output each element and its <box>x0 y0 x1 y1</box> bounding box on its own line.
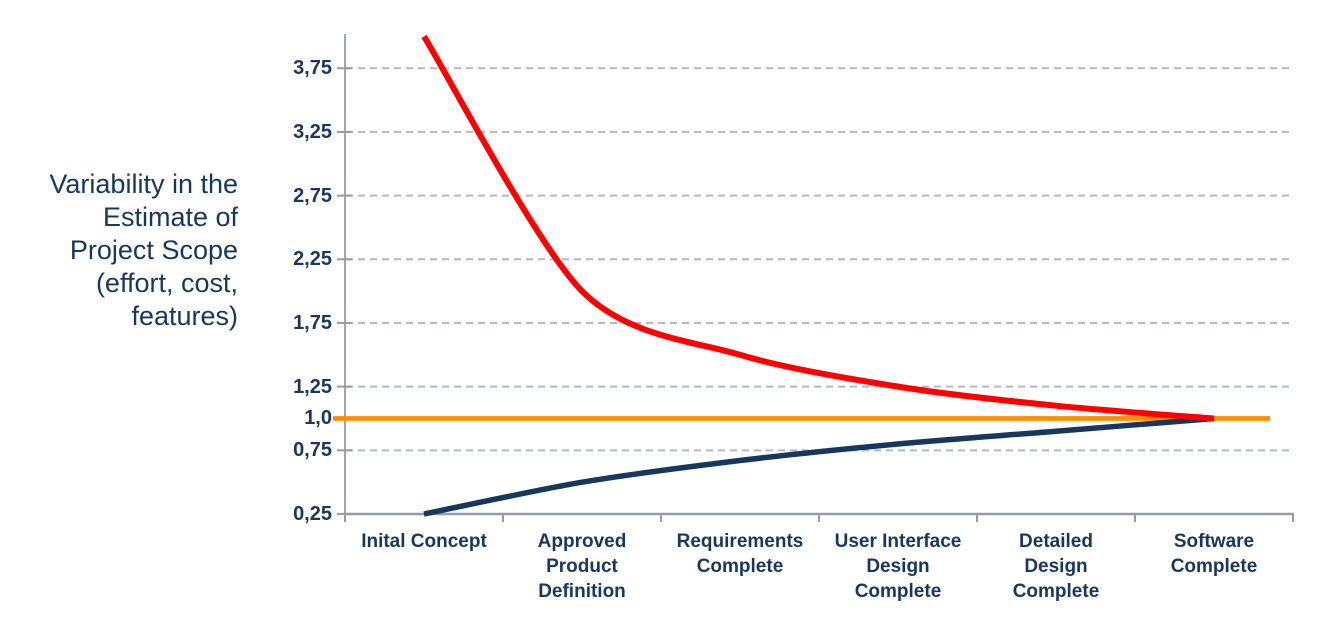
y-tick-label: 2,25 <box>293 248 332 271</box>
series-line-upper-bound <box>421 34 1215 422</box>
y-axis-title-line: features) <box>131 301 238 331</box>
y-tick-label: 3,75 <box>293 57 332 80</box>
y-axis-title-line: Variability in the <box>49 169 238 199</box>
x-axis-label: Software Complete <box>1170 531 1258 577</box>
y-tick-label: 3,25 <box>293 120 332 143</box>
x-axis-label: Requirements Complete <box>676 531 804 577</box>
x-axis-label: User Interface Design Complete <box>834 531 962 602</box>
y-tick-label: 2,75 <box>293 184 332 207</box>
y-axis-title-line: Estimate of <box>102 202 238 232</box>
y-axis-title-line: Project Scope <box>69 235 238 265</box>
x-axis-label: Inital Concept <box>361 531 487 552</box>
y-tick-label: 1,75 <box>293 311 332 334</box>
x-axis-label: Approved Product Definition <box>537 531 627 602</box>
x-axis-label: Detailed Design Complete <box>1012 531 1100 602</box>
y-tick-label: 1,25 <box>293 375 332 398</box>
y-tick-label: 0,25 <box>293 503 332 525</box>
y-axis-title: Variability in the Estimate of Project S… <box>8 168 238 333</box>
y-tick-label: 1,0 <box>304 407 332 430</box>
series-line-lower-bound <box>423 415 1215 517</box>
y-tick-label: 0,75 <box>293 439 332 462</box>
y-axis-title-line: (effort, cost, <box>95 268 238 298</box>
